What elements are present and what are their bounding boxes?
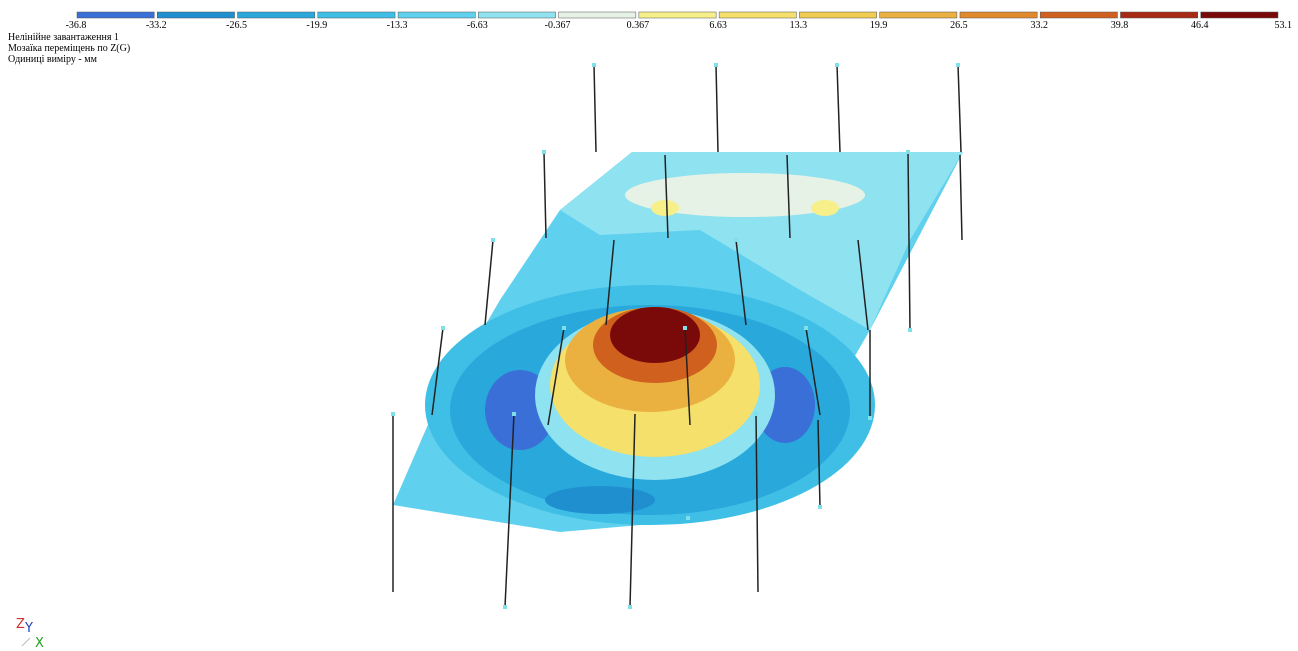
- legend-swatch: [960, 12, 1037, 18]
- legend-swatch: [478, 12, 555, 18]
- legend-swatch: [799, 12, 876, 18]
- contour: [545, 486, 655, 514]
- legend-label: -33.2: [146, 20, 167, 31]
- column: [958, 65, 961, 152]
- legend-swatch: [559, 12, 636, 18]
- legend-label: 19.9: [870, 20, 888, 31]
- legend-label: -19.9: [306, 20, 327, 31]
- column: [837, 65, 840, 152]
- column: [960, 155, 962, 240]
- screen: -36.8 -33.2 -26.5 -19.9 -13.3 -6.63 -0.367 0.36…: [0, 0, 1298, 651]
- legend-label: 0.367: [627, 20, 650, 31]
- legend-label: -6.63: [467, 20, 488, 31]
- axis-z: Z: [16, 617, 25, 632]
- legend-swatch: [77, 12, 154, 18]
- viewport: -36.8 -33.2 -26.5 -19.9 -13.3 -6.63 -0.367 0.36…: [0, 0, 1298, 651]
- legend-label: 26.5: [950, 20, 968, 31]
- legend-swatch: [719, 12, 796, 18]
- legend-label: 13.3: [790, 20, 808, 31]
- color-legend: -36.8 -33.2 -26.5 -19.9 -13.3 -6.63 -0.367 0.36…: [66, 12, 1292, 31]
- legend-label: -26.5: [226, 20, 247, 31]
- axis-x: X: [35, 636, 44, 651]
- legend-swatch: [1120, 12, 1197, 18]
- legend-swatch: [238, 12, 315, 18]
- column: [594, 65, 596, 152]
- column: [544, 152, 546, 238]
- axis-y: Y: [24, 621, 33, 636]
- legend-label: -13.3: [387, 20, 408, 31]
- model: [391, 63, 963, 609]
- column: [485, 240, 493, 325]
- legend-swatch: [398, 12, 475, 18]
- legend-swatch: [639, 12, 716, 18]
- legend-label: 46.4: [1191, 20, 1209, 31]
- legend-label: 53.1: [1275, 20, 1293, 31]
- header-line: Нелінійне завантаження 1: [8, 32, 119, 43]
- legend-swatch: [318, 12, 395, 18]
- legend-swatch: [880, 12, 957, 18]
- contour: [651, 200, 679, 216]
- legend-swatch: [1201, 12, 1278, 18]
- legend-label: 39.8: [1111, 20, 1129, 31]
- legend-label: -36.8: [66, 20, 87, 31]
- contour: [811, 200, 839, 216]
- axis-gizmo: [22, 638, 30, 646]
- legend-label: -0.367: [545, 20, 571, 31]
- column: [716, 65, 718, 152]
- header-line: Одиниці виміру - мм: [8, 54, 98, 65]
- legend-swatch: [157, 12, 234, 18]
- legend-label: 6.63: [709, 20, 727, 31]
- header-line: Мозаїка переміщень по Z(G): [8, 43, 130, 54]
- legend-swatch: [1040, 12, 1117, 18]
- legend-label: 33.2: [1030, 20, 1048, 31]
